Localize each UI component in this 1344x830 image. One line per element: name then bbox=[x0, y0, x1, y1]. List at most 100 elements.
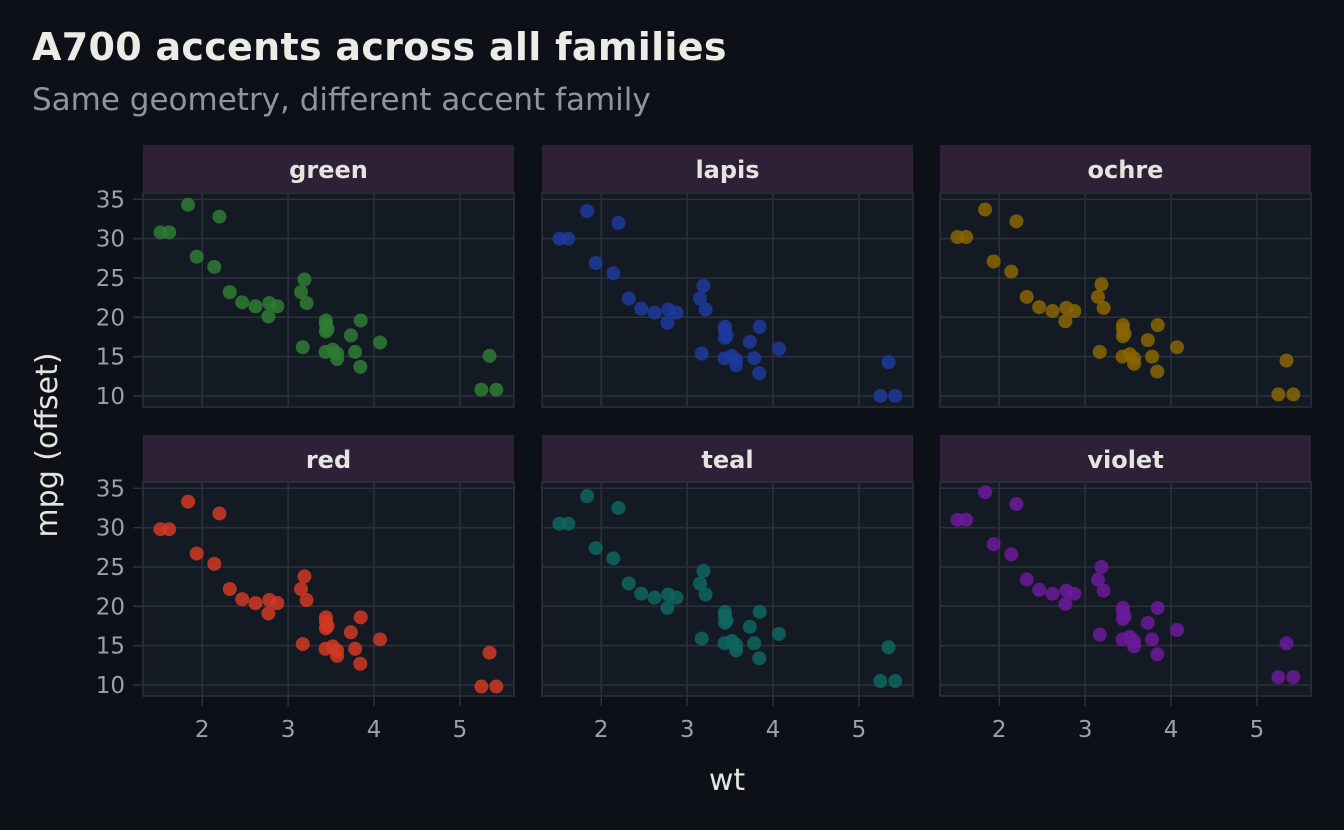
facet-strip-label: red bbox=[306, 446, 351, 474]
data-point bbox=[1059, 300, 1074, 315]
data-point bbox=[660, 315, 675, 330]
data-point bbox=[1091, 289, 1106, 304]
data-point bbox=[207, 259, 222, 274]
y-tick-label: 15 bbox=[96, 634, 125, 660]
data-point bbox=[222, 582, 237, 596]
y-tick-label: 20 bbox=[96, 594, 125, 620]
data-point bbox=[212, 506, 227, 521]
facet-strip bbox=[143, 435, 514, 482]
data-point bbox=[1092, 627, 1107, 642]
data-point bbox=[1092, 344, 1107, 359]
data-point bbox=[212, 209, 227, 224]
data-point bbox=[299, 593, 314, 608]
data-point bbox=[660, 600, 675, 615]
facet-strip-label: ochre bbox=[1088, 156, 1164, 184]
data-point bbox=[717, 351, 732, 366]
y-tick-label: 35 bbox=[96, 476, 125, 502]
y-tick-label: 25 bbox=[96, 266, 125, 292]
x-tick-label: 2 bbox=[195, 717, 210, 743]
data-point bbox=[482, 645, 497, 660]
y-tick-label: 20 bbox=[96, 305, 125, 331]
data-point bbox=[881, 640, 896, 655]
plot-panel bbox=[939, 192, 1312, 408]
data-point bbox=[1271, 387, 1286, 402]
data-point bbox=[698, 587, 713, 602]
data-point bbox=[752, 604, 767, 619]
facet-strip-label: violet bbox=[1087, 446, 1163, 474]
data-point bbox=[248, 299, 263, 314]
data-point bbox=[694, 631, 709, 646]
data-point bbox=[353, 610, 368, 625]
facet-strip-label: green bbox=[289, 156, 368, 184]
data-point bbox=[1115, 600, 1130, 615]
data-point bbox=[552, 516, 567, 531]
data-point bbox=[1115, 349, 1130, 364]
x-tick-label: 4 bbox=[1164, 717, 1179, 743]
data-point bbox=[318, 313, 333, 328]
data-point bbox=[717, 330, 732, 345]
data-point bbox=[1045, 586, 1060, 601]
data-point bbox=[343, 328, 358, 343]
data-point bbox=[978, 202, 993, 217]
data-point bbox=[330, 643, 345, 658]
data-point bbox=[235, 592, 250, 607]
data-point bbox=[489, 679, 504, 694]
x-tick-label: 3 bbox=[1078, 717, 1093, 743]
data-point bbox=[606, 551, 621, 566]
data-point bbox=[647, 305, 662, 320]
x-tick-label: 2 bbox=[594, 717, 609, 743]
data-point bbox=[295, 340, 310, 355]
data-point bbox=[729, 637, 744, 652]
data-point bbox=[696, 563, 711, 578]
data-point bbox=[1059, 583, 1074, 598]
data-point bbox=[248, 596, 263, 611]
data-point bbox=[647, 590, 662, 605]
x-tick-label: 4 bbox=[367, 717, 382, 743]
data-point bbox=[262, 296, 277, 311]
data-point bbox=[772, 626, 787, 641]
data-point bbox=[693, 291, 708, 306]
data-point bbox=[189, 249, 204, 264]
data-point bbox=[873, 674, 888, 689]
data-point bbox=[1009, 497, 1024, 512]
data-point bbox=[330, 346, 345, 361]
y-tick-label: 10 bbox=[96, 384, 125, 410]
data-point bbox=[717, 615, 732, 630]
y-tick-label: 10 bbox=[96, 673, 125, 699]
data-point bbox=[1019, 289, 1034, 304]
data-point bbox=[552, 231, 567, 246]
data-point bbox=[353, 359, 368, 374]
data-point bbox=[153, 522, 168, 537]
x-axis-title: wt bbox=[709, 763, 746, 798]
data-point bbox=[189, 546, 204, 561]
data-point bbox=[588, 256, 603, 271]
data-point bbox=[489, 382, 504, 397]
plot-panel bbox=[541, 481, 914, 697]
data-point bbox=[580, 204, 595, 219]
data-point bbox=[1145, 349, 1160, 364]
data-point bbox=[1032, 300, 1047, 315]
data-point bbox=[950, 512, 965, 527]
data-point bbox=[1127, 633, 1142, 648]
data-point bbox=[580, 489, 595, 504]
data-point bbox=[742, 334, 757, 349]
data-point bbox=[588, 541, 603, 556]
data-point bbox=[318, 641, 333, 656]
data-point bbox=[747, 636, 762, 651]
y-tick-label: 35 bbox=[96, 187, 125, 213]
data-point bbox=[752, 651, 767, 666]
data-point bbox=[1009, 214, 1024, 229]
data-point bbox=[207, 556, 222, 571]
x-tick-label: 5 bbox=[453, 717, 468, 743]
data-point bbox=[482, 348, 497, 363]
data-point bbox=[881, 355, 896, 370]
data-point bbox=[621, 291, 636, 306]
data-point bbox=[353, 656, 368, 671]
y-tick-label: 30 bbox=[96, 516, 125, 542]
data-point bbox=[297, 569, 312, 584]
data-point bbox=[1150, 318, 1165, 333]
x-tick-label: 4 bbox=[766, 717, 781, 743]
data-point bbox=[1094, 559, 1109, 574]
data-point bbox=[1286, 670, 1301, 685]
